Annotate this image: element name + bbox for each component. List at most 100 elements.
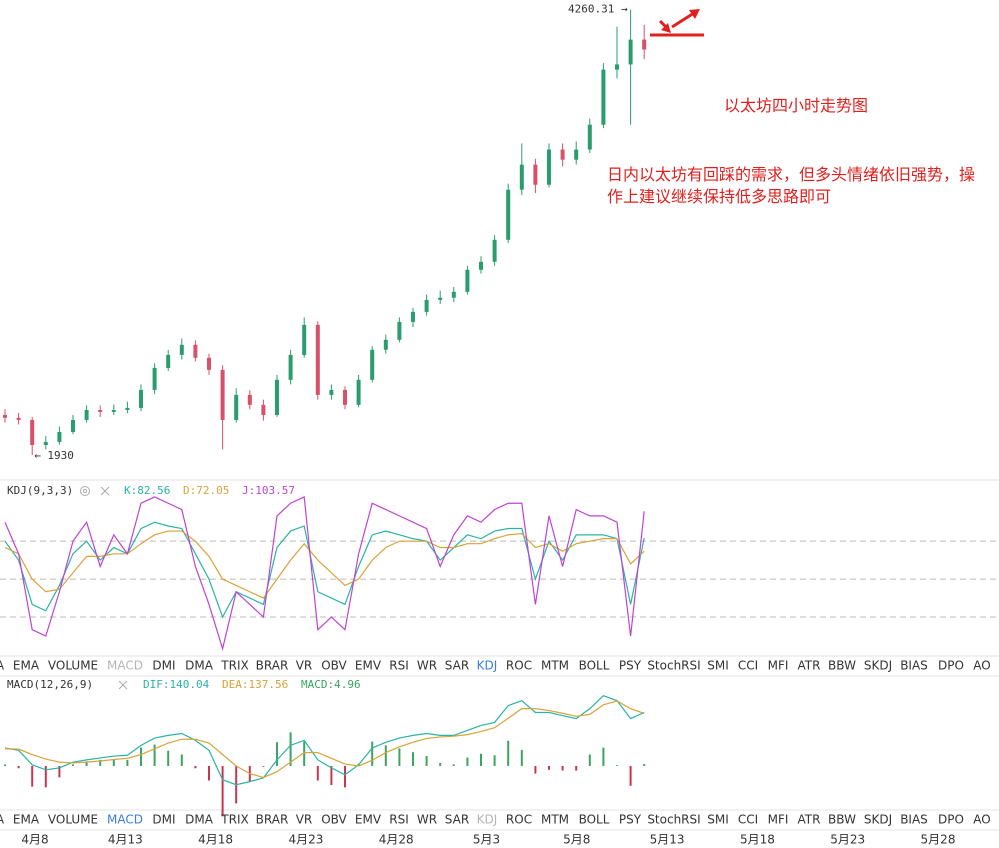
close-icon[interactable] <box>100 486 110 496</box>
histogram-bar <box>534 765 537 774</box>
close-icon[interactable] <box>118 680 128 690</box>
candle-body <box>139 389 143 408</box>
histogram-bar <box>344 765 346 788</box>
date-label: 5月8 <box>563 833 590 847</box>
candle-body <box>234 394 239 420</box>
indicator-tab[interactable]: StochRSI <box>647 659 700 673</box>
indicator-tab[interactable]: A <box>0 659 5 673</box>
candle-body <box>411 311 415 322</box>
indicator-tab[interactable]: RSI <box>389 659 409 673</box>
candle-body <box>506 189 511 240</box>
histogram-bar <box>520 749 523 766</box>
histogram-bar <box>316 765 319 781</box>
indicator-tab[interactable]: MTM <box>541 813 569 827</box>
indicator-tab[interactable]: SAR <box>445 813 469 827</box>
indicator-tab[interactable]: SKDJ <box>864 659 892 673</box>
candle-body <box>356 379 361 405</box>
candle-body <box>57 432 62 442</box>
indicator-tab[interactable]: StochRSI <box>647 813 700 827</box>
histogram-bar <box>17 765 20 769</box>
indicator-tab[interactable]: AO <box>973 659 990 673</box>
drawn-arrow <box>671 11 695 29</box>
indicator-tab[interactable]: SMI <box>707 659 729 673</box>
indicator-tab[interactable]: VOLUME <box>48 659 98 673</box>
indicator-tab[interactable]: SKDJ <box>864 813 892 827</box>
indicator-tab[interactable]: OBV <box>321 659 347 673</box>
indicator-tab[interactable]: BRAR <box>256 659 289 673</box>
histogram-bar <box>561 765 564 771</box>
indicator-tab[interactable]: VR <box>296 813 313 827</box>
indicator-tab[interactable]: AO <box>973 813 990 827</box>
indicator-tab[interactable]: ATR <box>798 813 821 827</box>
candle-body <box>397 321 402 340</box>
indicator-tab[interactable]: BRAR <box>256 813 289 827</box>
indicator-tab[interactable]: ROC <box>506 813 532 827</box>
indicator-label: KDJ(9,3,3) <box>7 484 73 497</box>
indicator-tab[interactable]: VR <box>296 659 313 673</box>
date-label: 4月23 <box>288 833 323 847</box>
indicator-tab[interactable]: ATR <box>798 659 821 673</box>
legend-entry: DEA:137.56 <box>222 678 288 691</box>
indicator-tab[interactable]: MTM <box>541 659 569 673</box>
indicator-tab[interactable]: EMA <box>13 659 40 673</box>
indicator-tab[interactable]: RSI <box>389 813 409 827</box>
indicator-tab[interactable]: PSY <box>619 813 642 827</box>
indicator-tab[interactable]: VOLUME <box>48 813 98 827</box>
indicator-tab[interactable]: MACD <box>107 813 143 827</box>
histogram-bar <box>112 759 115 766</box>
indicator-tab[interactable]: DPO <box>938 659 964 673</box>
histogram-bar <box>575 765 578 771</box>
indicator-tab[interactable]: DMI <box>152 813 175 827</box>
indicator-tab[interactable]: BBW <box>828 659 856 673</box>
indicator-tab[interactable]: EMA <box>13 813 40 827</box>
candle-body <box>166 354 171 368</box>
settings-icon[interactable] <box>80 486 90 496</box>
indicator-tab[interactable]: OBV <box>321 813 347 827</box>
histogram-bar <box>208 765 210 781</box>
indicator-tab[interactable]: DPO <box>938 813 964 827</box>
histogram-bar <box>153 744 156 766</box>
indicator-tab[interactable]: TRIX <box>220 659 248 673</box>
indicator-tab[interactable]: DMA <box>185 659 214 673</box>
histogram-bar <box>303 741 306 766</box>
histogram-bar <box>99 759 102 766</box>
indicator-tab[interactable]: BIAS <box>900 813 928 827</box>
candle-body <box>479 261 483 270</box>
indicator-tab[interactable]: KDJ <box>477 659 498 673</box>
candle-body <box>247 394 252 405</box>
candle-body <box>519 164 524 190</box>
histogram-bar <box>58 765 61 778</box>
indicator-tab[interactable]: KDJ <box>477 813 498 827</box>
indicator-tab[interactable]: CCI <box>738 813 758 827</box>
indicator-tab[interactable]: MFI <box>768 813 789 827</box>
indicator-tab[interactable]: WR <box>417 659 437 673</box>
indicator-tab[interactable]: A <box>0 813 5 827</box>
indicator-tab[interactable]: BIAS <box>900 659 928 673</box>
date-label: 4月8 <box>21 833 48 847</box>
indicator-tab[interactable]: MFI <box>768 659 789 673</box>
candle-body <box>383 339 388 350</box>
candle-body <box>16 417 21 420</box>
indicator-tab[interactable]: DMI <box>152 659 175 673</box>
arrow-head <box>689 9 700 19</box>
indicator-tab[interactable]: MACD <box>107 659 143 673</box>
candle-body <box>587 124 592 150</box>
indicator-tab[interactable]: BOLL <box>579 659 610 673</box>
candle-body <box>98 410 103 412</box>
histogram-bar <box>548 765 550 770</box>
indicator-tab[interactable]: EMV <box>355 659 382 673</box>
indicator-tab[interactable]: BOLL <box>579 813 610 827</box>
indicator-tab[interactable]: CCI <box>738 659 758 673</box>
indicator-tab[interactable]: ROC <box>506 659 532 673</box>
indicator-tab[interactable]: EMV <box>355 813 382 827</box>
indicator-tab[interactable]: PSY <box>619 659 642 673</box>
indicator-tab[interactable]: WR <box>417 813 437 827</box>
indicator-tab[interactable]: DMA <box>185 813 214 827</box>
histogram-bar <box>194 765 197 769</box>
candle-body <box>275 379 279 415</box>
indicator-tab[interactable]: SAR <box>445 659 469 673</box>
indicator-tab[interactable]: TRIX <box>220 813 248 827</box>
indicator-tab[interactable]: SMI <box>707 813 729 827</box>
histogram-bar <box>616 765 618 767</box>
indicator-tab[interactable]: BBW <box>828 813 856 827</box>
